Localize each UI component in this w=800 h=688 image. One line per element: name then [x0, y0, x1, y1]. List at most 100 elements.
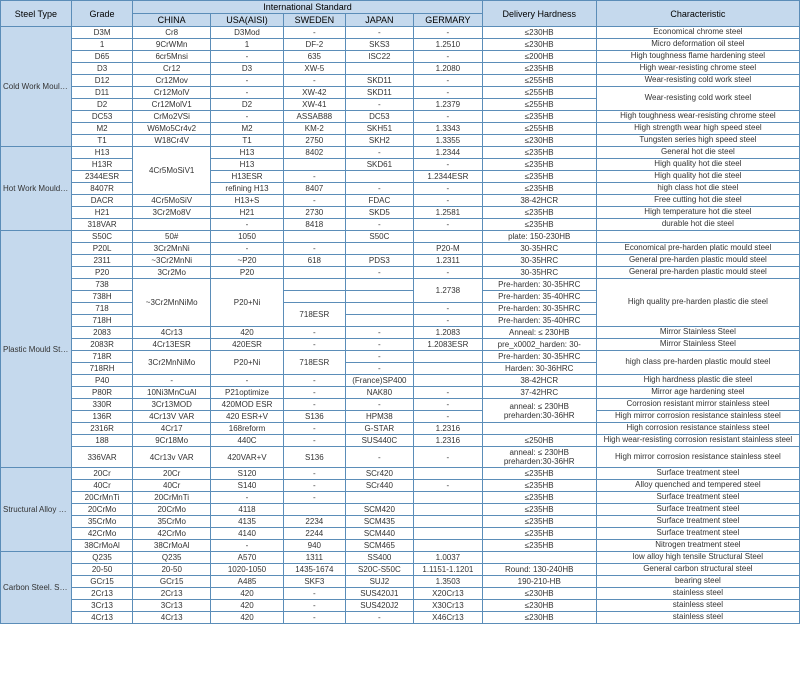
cell-usa: 1 [210, 39, 283, 51]
cell-char: High temperature hot die steel [596, 207, 799, 219]
cell-char: High corrosion resistance stainless stee… [596, 423, 799, 435]
cell-usa: D3Mod [210, 27, 283, 39]
cell-china: 4Cr13 [133, 327, 211, 339]
cell-sweden: - [284, 387, 346, 399]
cell-usa: - [210, 540, 283, 552]
cell-char: bearing steel [596, 576, 799, 588]
hdr-china: CHINA [133, 14, 211, 27]
cell-sweden: 1435-1674 [284, 564, 346, 576]
cell-delivery: ≤230HB [482, 612, 596, 624]
cell-sweden: 8402 [284, 147, 346, 159]
cell-usa: D3 [210, 63, 283, 75]
cell-sweden: 8418 [284, 219, 346, 231]
cell-japan [345, 279, 413, 291]
cell-china: 3Cr2Mo8V [133, 207, 211, 219]
cell-china: 9CrWMn [133, 39, 211, 51]
cell-sweden: 2730 [284, 207, 346, 219]
cell-germany: 1.2080 [414, 63, 483, 75]
cell-grade: 20-50 [71, 564, 133, 576]
cell-japan: SUJ2 [345, 576, 413, 588]
cell-germany: 1.3343 [414, 123, 483, 135]
cell-china: Cr12 [133, 63, 211, 75]
cell-germany: 1.2083 [414, 327, 483, 339]
cell-grade: 38CrMoAl [71, 540, 133, 552]
cell-sweden: SKF3 [284, 576, 346, 588]
cell-delivery: Pre-harden: 30-35HRC [482, 279, 596, 291]
cell-germany: - [414, 183, 483, 195]
cell-delivery: ≤255HB [482, 99, 596, 111]
cell-germany: 1.2083ESR [414, 339, 483, 351]
cell-japan: HPM38 [345, 411, 413, 423]
cell-char: Mirror age hardening steel [596, 387, 799, 399]
cell-japan: SUS440C [345, 435, 413, 447]
cell-germany [414, 504, 483, 516]
cell-china: 20Cr [133, 468, 211, 480]
cell-sweden [284, 267, 346, 279]
cell-char: High quality hot die steel [596, 159, 799, 171]
cell-germany: - [414, 399, 483, 411]
cell-grade: 2083 [71, 327, 133, 339]
hdr-sweden: SWEDEN [284, 14, 346, 27]
cell-germany: - [414, 159, 483, 171]
table-row: 42CrMo42CrMo41402244SCM440≤235HBSurface … [1, 528, 800, 540]
table-row: 136R4Cr13V VAR420 ESR+VS136HPM38-High mi… [1, 411, 800, 423]
steel-specifications-table: Steel TypeGradeInternational StandardDel… [0, 0, 800, 624]
cell-japan: (France)SP400 [345, 375, 413, 387]
cell-usa: 420MOD ESR [210, 399, 283, 411]
table-row: 718R3Cr2MnNiMoP20+Ni718ESR-Pre-harden: 3… [1, 351, 800, 363]
cell-china: 3Cr2MnNi [133, 243, 211, 255]
cell-grade: P80R [71, 387, 133, 399]
cell-china: 6cr5Mnsi [133, 51, 211, 63]
cell-grade: D12 [71, 75, 133, 87]
cell-char: stainless steel [596, 612, 799, 624]
cell-char: Wear-resisting cold work steel [596, 75, 799, 87]
cell-china: Cr12Mov [133, 75, 211, 87]
table-row: 2083R4Cr13ESR420ESR--1.2083ESRpre_x0002_… [1, 339, 800, 351]
cell-delivery: anneal: ≤ 230HB preharden:30-36HR [482, 399, 596, 423]
cell-sweden: XW-41 [284, 99, 346, 111]
table-row: 20CrMo20CrMo4118SCM420≤235HBSurface trea… [1, 504, 800, 516]
cell-grade: S50C [71, 231, 133, 243]
table-row: 738~3Cr2MnNiMoP20+Ni1.2738Pre-harden: 30… [1, 279, 800, 291]
cell-char [596, 231, 799, 243]
cell-japan [345, 303, 413, 315]
cell-germany: 1.2316 [414, 435, 483, 447]
cell-germany: - [414, 111, 483, 123]
cell-japan: - [345, 267, 413, 279]
cell-germany: - [414, 315, 483, 327]
cell-germany: 1.2379 [414, 99, 483, 111]
category-cell: Cold Work Mould Steel [1, 27, 72, 147]
cell-sweden: 618 [284, 255, 346, 267]
cell-usa: H13 [210, 147, 283, 159]
cell-usa: 4118 [210, 504, 283, 516]
cell-japan: SKH2 [345, 135, 413, 147]
cell-japan: PDS3 [345, 255, 413, 267]
cell-usa: - [210, 51, 283, 63]
table-row: 38CrMoAl38CrMoAl-940SCM465≤235HBNitrogen… [1, 540, 800, 552]
cell-germany: X20Cr13 [414, 588, 483, 600]
cell-usa: 168reform [210, 423, 283, 435]
cell-germany: 1.2738 [414, 279, 483, 303]
cell-germany: 1.2344 [414, 147, 483, 159]
cell-delivery: Pre-harden: 30-35HRC [482, 303, 596, 315]
table-row: 20-5020-501020-10501435-1674S20C-S50C1.1… [1, 564, 800, 576]
cell-germany [414, 351, 483, 363]
cell-char: Nitrogen treatment steel [596, 540, 799, 552]
cell-grade: H13 [71, 147, 133, 159]
cell-sweden: 940 [284, 540, 346, 552]
cell-grade: 8407R [71, 183, 133, 195]
cell-grade: D11 [71, 87, 133, 99]
cell-usa: H13 [210, 159, 283, 171]
cell-char: durable hot die steel [596, 219, 799, 231]
cell-delivery: ≤235HB [482, 492, 596, 504]
cell-japan: - [345, 183, 413, 195]
cell-char: high class pre-harden plastic mould stee… [596, 351, 799, 375]
cell-usa: D2 [210, 99, 283, 111]
cell-usa: P20+Ni [210, 351, 283, 375]
cell-grade: 136R [71, 411, 133, 423]
cell-sweden: - [284, 327, 346, 339]
cell-grade: D65 [71, 51, 133, 63]
cell-char: Surface treatment steel [596, 516, 799, 528]
table-row: 4Cr134Cr13420--X46Cr13≤230HBstainless st… [1, 612, 800, 624]
cell-grade: D3 [71, 63, 133, 75]
